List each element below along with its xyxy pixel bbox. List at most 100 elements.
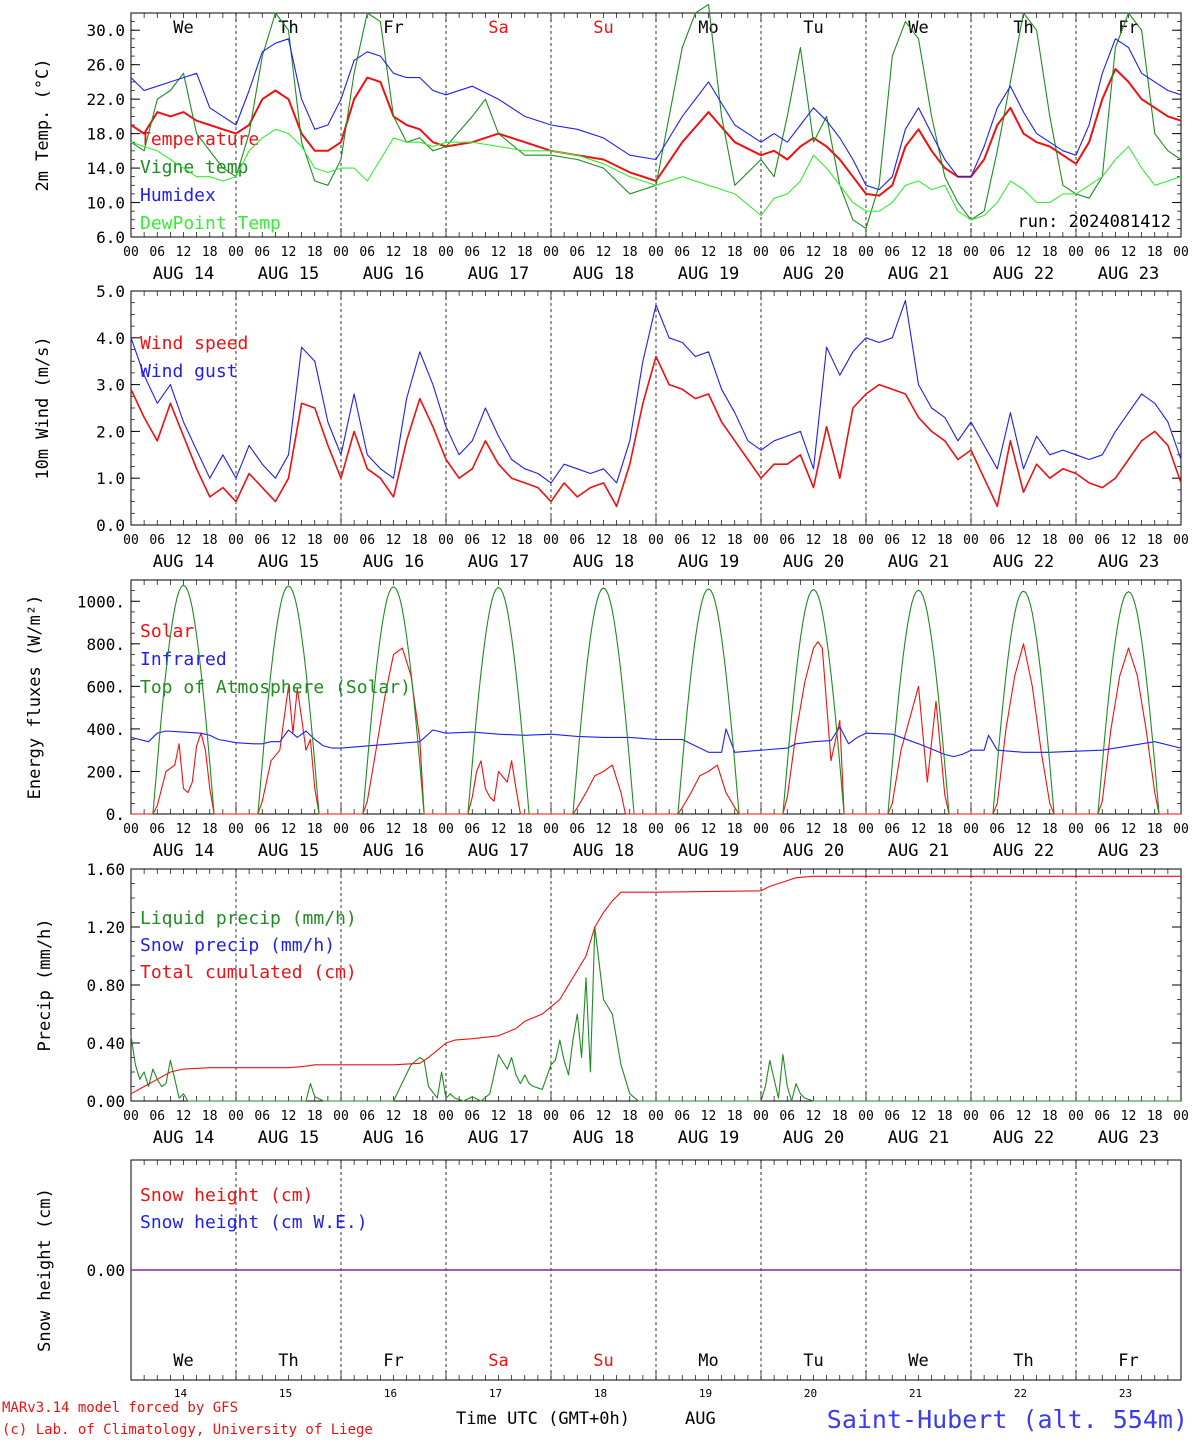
hour-tick-label: 06: [569, 1109, 585, 1124]
hour-tick-label: 00: [753, 533, 769, 548]
hour-tick-label: 18: [1147, 533, 1163, 548]
y-tick-label: 1000.: [77, 592, 125, 611]
weekday-label: Tu: [803, 1351, 823, 1371]
hour-tick-label: 06: [779, 822, 795, 837]
hour-tick-label: 06: [359, 245, 375, 260]
hour-tick-label: 18: [622, 245, 638, 260]
legend-entry: Snow precip (mm/h): [140, 935, 335, 956]
hour-tick-label: 12: [911, 822, 927, 837]
legend-entry: Wind speed: [140, 333, 248, 354]
legend-entry: Solar: [140, 621, 194, 642]
hour-tick-label: 06: [884, 1109, 900, 1124]
day-number-label: 21: [909, 1387, 922, 1400]
hour-tick-label: 06: [884, 822, 900, 837]
hour-tick-label: 06: [149, 533, 165, 548]
hour-tick-label: 00: [228, 245, 244, 260]
hour-tick-label: 00: [438, 533, 454, 548]
wind-series-line: [130, 355, 1182, 508]
day-number-label: 23: [1119, 1387, 1132, 1400]
date-label: AUG 19: [678, 552, 739, 572]
date-label: AUG 14: [153, 264, 214, 284]
weekday-label: Th: [1013, 18, 1033, 38]
hour-tick-label: 18: [517, 533, 533, 548]
hour-tick-label: 12: [1016, 822, 1032, 837]
hour-tick-label: 00: [858, 533, 874, 548]
day-number-label: 18: [594, 1387, 607, 1400]
hour-tick-label: 06: [464, 533, 480, 548]
hour-tick-label: 18: [727, 245, 743, 260]
hour-tick-label: 00: [333, 533, 349, 548]
hour-tick-label: 06: [254, 1109, 270, 1124]
hour-tick-label: 00: [228, 533, 244, 548]
y-tick-label: 26.0: [86, 56, 125, 75]
run-annotation: run: 2024081412: [1017, 212, 1171, 232]
hour-tick-label: 12: [491, 1109, 507, 1124]
y-tick-label: 0.0: [96, 516, 125, 535]
hour-tick-label: 12: [596, 822, 612, 837]
hour-tick-label: 00: [648, 533, 664, 548]
date-label: AUG 16: [363, 552, 424, 572]
credit-lab: (c) Lab. of Climatology, University of L…: [2, 1422, 373, 1438]
date-label: AUG 23: [1098, 1128, 1159, 1148]
toa-curve: [782, 589, 845, 815]
hour-tick-label: 06: [569, 245, 585, 260]
weekday-label: We: [173, 18, 193, 38]
hour-tick-label: 00: [753, 245, 769, 260]
legend-entry: Infrared: [140, 649, 227, 670]
precip-series-line: [130, 875, 1181, 1095]
date-label: AUG 23: [1098, 552, 1159, 572]
snow-panel: 0.00 Snow height (cm) 14 15 16 17 18 19 20 21 22 23…: [35, 1159, 1182, 1400]
hour-tick-label: 18: [937, 1109, 953, 1124]
hour-tick-label: 12: [806, 1109, 822, 1124]
hour-tick-label: 00: [1068, 245, 1084, 260]
energy-axis-label: Energy fluxes (W/m²): [25, 595, 45, 800]
y-tick-label: 0.80: [86, 976, 125, 995]
snow-axis-label: Snow height (cm): [35, 1188, 55, 1352]
hour-tick-label: 00: [228, 1109, 244, 1124]
hour-tick-label: 00: [1068, 533, 1084, 548]
hour-tick-label: 00: [963, 1109, 979, 1124]
weekday-label: Fr: [383, 18, 403, 38]
y-tick-label: 18.0: [86, 125, 125, 144]
legend-entry: Humidex: [140, 185, 216, 206]
hour-tick-label: 06: [989, 822, 1005, 837]
hour-tick-label: 00: [963, 822, 979, 837]
hour-tick-label: 06: [674, 533, 690, 548]
hour-tick-label: 18: [202, 822, 218, 837]
date-label: AUG 20: [783, 841, 844, 861]
hour-tick-label: 12: [1121, 822, 1137, 837]
hour-tick-label: 18: [307, 245, 323, 260]
hour-tick-label: 06: [1094, 533, 1110, 548]
hour-tick-label: 12: [386, 245, 402, 260]
hour-tick-label: 06: [359, 822, 375, 837]
hour-tick-label: 12: [1121, 245, 1137, 260]
hour-tick-label: 00: [438, 822, 454, 837]
day-number-label: 22: [1014, 1387, 1027, 1400]
date-label: AUG 20: [783, 552, 844, 572]
date-label: AUG 14: [153, 552, 214, 572]
toa-curve: [572, 587, 635, 815]
hour-tick-label: 18: [517, 1109, 533, 1124]
y-tick-label: 0.40: [86, 1034, 125, 1053]
hour-tick-label: 00: [1068, 1109, 1084, 1124]
hour-tick-label: 18: [412, 1109, 428, 1124]
hour-tick-label: 06: [464, 822, 480, 837]
hour-tick-label: 06: [989, 245, 1005, 260]
hour-tick-label: 06: [779, 245, 795, 260]
legend-entry: Temperature: [140, 129, 259, 150]
hour-tick-label: 18: [1147, 245, 1163, 260]
date-label: AUG 15: [258, 841, 319, 861]
hour-tick-label: 12: [806, 822, 822, 837]
hour-tick-label: 18: [622, 533, 638, 548]
hour-tick-label: 12: [386, 533, 402, 548]
date-label: AUG 18: [573, 264, 634, 284]
hour-tick-label: 06: [254, 245, 270, 260]
hour-tick-label: 18: [517, 822, 533, 837]
hour-tick-label: 12: [596, 245, 612, 260]
toa-curve: [887, 589, 950, 815]
hour-tick-label: 06: [779, 533, 795, 548]
y-tick-label: 200.: [86, 762, 125, 781]
hour-tick-label: 12: [176, 1109, 192, 1124]
hour-tick-label: 00: [648, 245, 664, 260]
